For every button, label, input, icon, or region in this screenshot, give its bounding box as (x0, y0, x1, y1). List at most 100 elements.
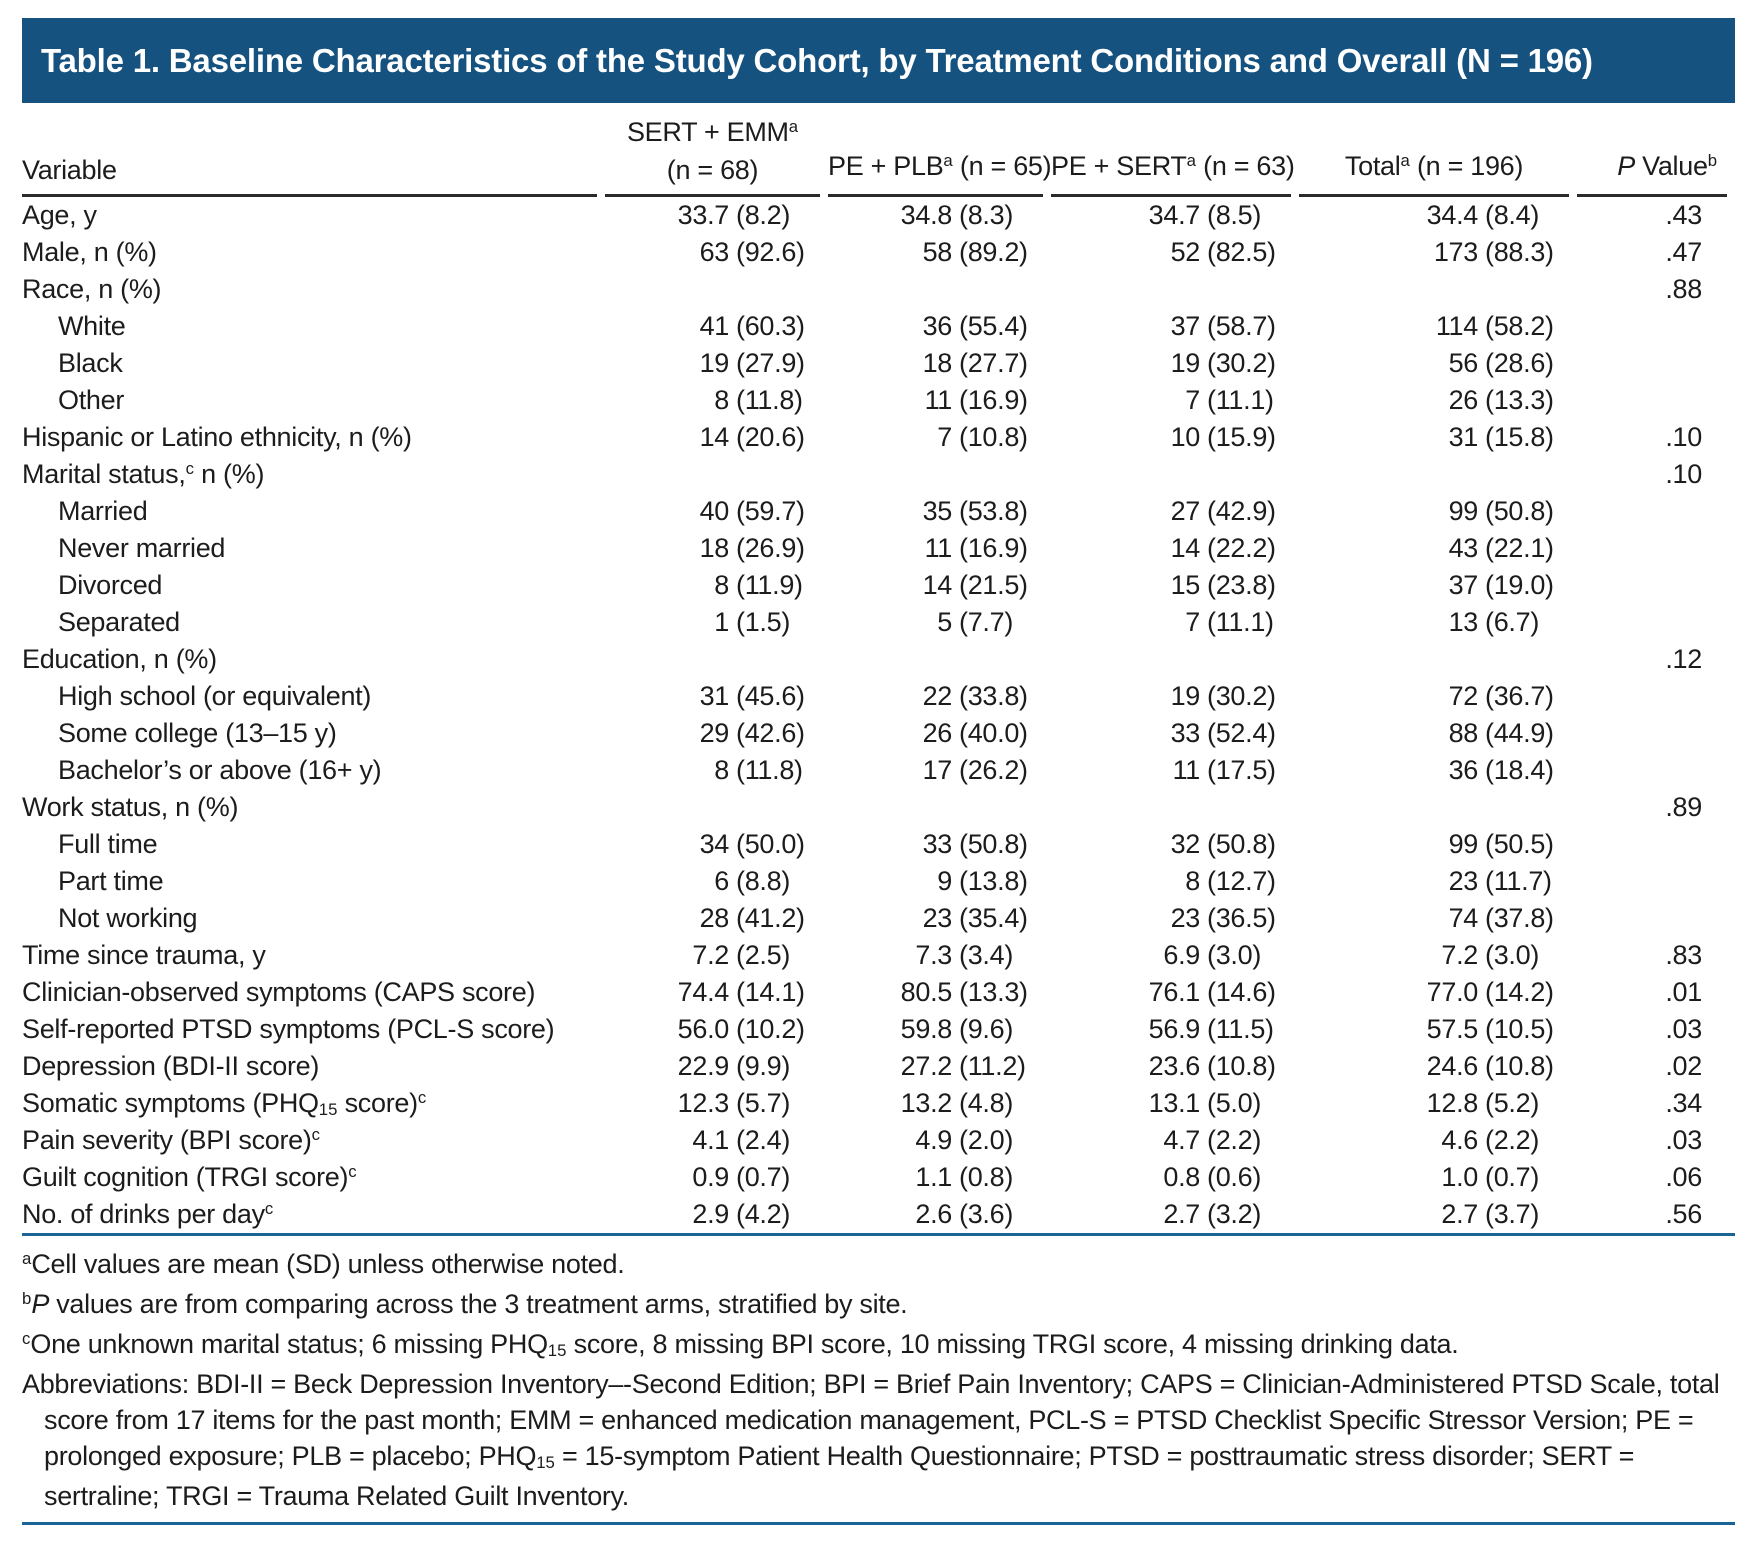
value-cell: 52 (82.5) (1170, 237, 1276, 267)
value-cell: 1.1 (0.8) (915, 1162, 1014, 1192)
value-cell: 33 (52.4) (1170, 718, 1276, 748)
value-cell: 173 (88.3) (1433, 237, 1554, 267)
table-row: Married 40 (59.7) 35 (53.8) 27 (42.9) 99 (50.8) (22, 493, 1727, 530)
value-cell: 37 (19.0) (1448, 570, 1554, 600)
value-cell (828, 789, 1043, 826)
value-cell: 14 (21.5) (922, 570, 1028, 600)
value-cell (1051, 271, 1291, 308)
p-value-cell: .12 (1665, 644, 1702, 674)
value-cell: 74 (37.8) (1448, 903, 1554, 933)
value-cell: 17 (26.2) (922, 755, 1028, 785)
table-row: Pain severity (BPI score)c 4.1 (2.4) 4.9 (2.… (22, 1122, 1727, 1159)
variable-cell: Age, y (22, 200, 97, 230)
table-row: Divorced 8 (11.9) 14 (21.5) 15 (23.8) 37 (19.0) (22, 567, 1727, 604)
value-cell (1051, 641, 1291, 678)
table-row: Never married 18 (26.9) 11 (16.9) 14 (22.2) 43(… (22, 530, 1727, 567)
p-value-cell: .01 (1665, 977, 1702, 1007)
p-value-cell: .89 (1665, 792, 1702, 822)
p-value-cell: .03 (1665, 1014, 1702, 1044)
footnote: aCell values are mean (SD) unless otherw… (22, 1248, 625, 1279)
table-row: High school (or equivalent) 31 (45.6) 22 (33… (22, 678, 1727, 715)
value-cell: 33 (50.8) (922, 829, 1028, 859)
variable-cell: Black (58, 348, 123, 378)
value-cell: 14 (22.2) (1170, 533, 1276, 563)
table-footnotes: aCell values are mean (SD) unless otherw… (22, 1236, 1735, 1522)
value-cell: 1 (1.5) (714, 607, 791, 637)
value-cell: 36 (18.4) (1448, 755, 1554, 785)
p-value-cell (1577, 752, 1727, 789)
value-cell: 13.1 (5.0) (1148, 1088, 1262, 1118)
p-value-cell: .56 (1665, 1199, 1702, 1229)
header-row: Variable SERT + EMMa (n = 68) PE + PLBa (n… (22, 103, 1727, 197)
value-cell: 10 (15.9) (1170, 422, 1276, 452)
variable-cell: High school (or equivalent) (58, 681, 372, 711)
table-title: Table 1. Baseline Characteristics of the… (41, 41, 1593, 79)
value-cell: 11 (16.9) (924, 385, 1028, 415)
value-cell: 7.2 (3.0) (1441, 940, 1540, 970)
variable-cell: Hispanic or Latino ethnicity, n (%) (22, 422, 412, 452)
value-cell: 0.8 (0.6) (1163, 1162, 1262, 1192)
table-row: Clinician-observed symptoms (CAPS score)… (22, 974, 1727, 1011)
value-cell: 7 (11.1) (1185, 607, 1274, 637)
table-row: Some college (13–15 y) 29 (42.6) 26 (40.0) 33… (22, 715, 1727, 752)
value-cell: 24.6 (10.8) (1426, 1051, 1554, 1081)
variable-cell: No. of drinks per dayc (22, 1198, 274, 1229)
p-value-cell: .06 (1665, 1162, 1702, 1192)
value-cell: 4.9 (2.0) (915, 1125, 1014, 1155)
variable-cell: Male, n (%) (22, 237, 157, 267)
value-cell: 14 (20.6) (699, 422, 805, 452)
value-cell: 80.5 (13.3) (900, 977, 1028, 1007)
p-value-cell (1577, 826, 1727, 863)
value-cell: 19 (27.9) (699, 348, 805, 378)
table-row: Race, n (%) .88 (22, 271, 1727, 308)
value-cell: 4.6 (2.2) (1441, 1125, 1540, 1155)
p-value-cell: .47 (1665, 237, 1702, 267)
value-cell: 12.8 (5.2) (1426, 1088, 1540, 1118)
table-row: Self-reported PTSD symptoms (PCL-S score… (22, 1011, 1727, 1048)
variable-cell: Race, n (%) (22, 274, 162, 304)
variable-cell: Guilt cognition (TRGI score)c (22, 1161, 357, 1192)
value-cell: 13 (6.7) (1448, 607, 1540, 637)
table-row: Time since trauma, y 7.2 (2.5) 7.3 (3.4) 6.9(… (22, 937, 1727, 974)
value-cell: 36 (55.4) (922, 311, 1028, 341)
column-header-p-value: P Valueb (1577, 103, 1727, 197)
variable-cell: Other (58, 385, 125, 415)
value-cell: 18 (27.7) (922, 348, 1028, 378)
table-row: Male, n (%) 63 (92.6) 58 (89.2) 52 (82.5) 173 (8… (22, 234, 1727, 271)
value-cell: 114 (58.2) (1435, 311, 1554, 341)
table-row: Education, n (%) .12 (22, 641, 1727, 678)
value-cell: 22 (33.8) (922, 681, 1028, 711)
value-cell: 15 (23.8) (1170, 570, 1276, 600)
table-header: Variable SERT + EMMa (n = 68) PE + PLBa (n… (22, 103, 1727, 197)
value-cell: 8 (11.8) (714, 755, 803, 785)
value-cell: 7 (11.1) (1185, 385, 1274, 415)
column-header-variable: Variable (22, 103, 597, 197)
variable-cell: Self-reported PTSD symptoms (PCL-S score… (22, 1014, 555, 1044)
table-row: Black 19 (27.9) 18 (27.7) 19 (30.2) 56 (28.6) (22, 345, 1727, 382)
value-cell: 2.7 (3.7) (1441, 1199, 1540, 1229)
value-cell: 12.3 (5.7) (677, 1088, 791, 1118)
value-cell: 32 (50.8) (1170, 829, 1276, 859)
value-cell (1299, 789, 1569, 826)
value-cell: 27 (42.9) (1170, 496, 1276, 526)
table-row: Bachelor’s or above (16+ y) 8 (11.8) 17 (26.… (22, 752, 1727, 789)
table-body: Age, y 33.7 (8.2) 34.8 (8.3) 34.7 (8.5) 34.4 (8.… (22, 197, 1727, 1233)
table-row: Age, y 33.7 (8.2) 34.8 (8.3) 34.7 (8.5) 34.4 (8.… (22, 197, 1727, 234)
value-cell: 6 (8.8) (714, 866, 791, 896)
value-cell: 26 (13.3) (1448, 385, 1554, 415)
table-row: Hispanic or Latino ethnicity, n (%) 14 (20… (22, 419, 1727, 456)
value-cell: 56 (28.6) (1448, 348, 1554, 378)
value-cell: 40 (59.7) (699, 496, 805, 526)
value-cell: 23 (35.4) (922, 903, 1028, 933)
column-header-pe-plb: PE + PLBa (n = 65) (828, 103, 1052, 197)
value-cell: 7.3 (3.4) (915, 940, 1014, 970)
table-row: No. of drinks per dayc 2.9 (4.2) 2.6 (3.6) 2.… (22, 1196, 1727, 1233)
value-cell: 4.7 (2.2) (1163, 1125, 1262, 1155)
value-cell: 27.2 (11.2) (900, 1051, 1026, 1081)
value-cell: 43 (22.1) (1448, 533, 1554, 563)
p-value-cell: .88 (1665, 274, 1702, 304)
footnote: cOne unknown marital status; 6 missing P… (22, 1328, 1459, 1360)
table-row: Depression (BDI-II score) 22.9 (9.9) 27.2 (1… (22, 1048, 1727, 1085)
variable-cell: Never married (58, 533, 226, 563)
